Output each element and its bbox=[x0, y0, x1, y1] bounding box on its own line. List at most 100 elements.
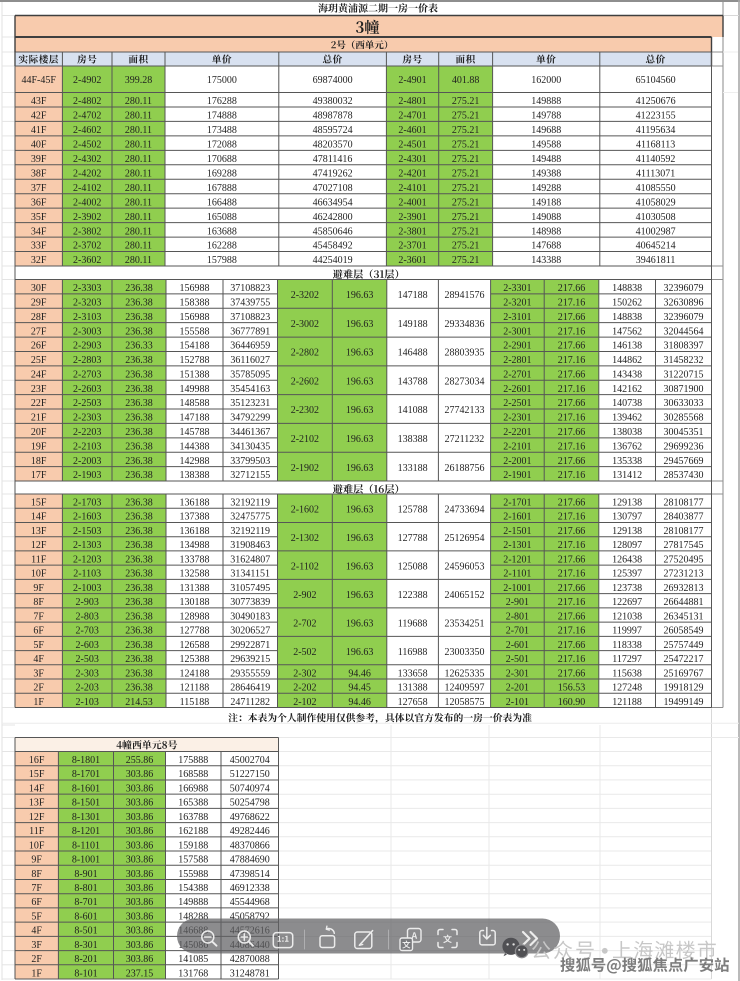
svg-text:169288: 169288 bbox=[207, 168, 237, 179]
svg-text:149088: 149088 bbox=[531, 212, 561, 223]
svg-text:217.16: 217.16 bbox=[558, 470, 586, 481]
svg-text:47884690: 47884690 bbox=[230, 855, 270, 866]
svg-text:117297: 117297 bbox=[612, 654, 642, 665]
svg-text:25757449: 25757449 bbox=[664, 640, 704, 651]
svg-text:2-1902: 2-1902 bbox=[291, 463, 319, 474]
svg-text:2-2803: 2-2803 bbox=[73, 355, 101, 366]
svg-text:275.21: 275.21 bbox=[452, 197, 480, 208]
svg-text:172088: 172088 bbox=[207, 140, 237, 151]
svg-text:2-2703: 2-2703 bbox=[73, 370, 101, 381]
svg-text:8-201: 8-201 bbox=[74, 954, 97, 965]
svg-text:280.11: 280.11 bbox=[125, 241, 152, 252]
svg-text:147562: 147562 bbox=[612, 326, 642, 337]
svg-text:12058575: 12058575 bbox=[445, 697, 485, 708]
svg-text:275.21: 275.21 bbox=[452, 140, 480, 151]
svg-text:148838: 148838 bbox=[612, 312, 642, 323]
svg-text:2-1501: 2-1501 bbox=[503, 526, 531, 537]
svg-text:2-2303: 2-2303 bbox=[73, 413, 101, 424]
svg-text:236.38: 236.38 bbox=[125, 398, 153, 409]
svg-text:2-4102: 2-4102 bbox=[73, 183, 101, 194]
svg-text:2-302: 2-302 bbox=[293, 668, 316, 679]
svg-text:46634954: 46634954 bbox=[313, 197, 353, 208]
svg-text:2-3201: 2-3201 bbox=[503, 298, 531, 309]
svg-text:2-1602: 2-1602 bbox=[291, 504, 319, 515]
svg-text:142162: 142162 bbox=[612, 384, 642, 395]
svg-text:2-2203: 2-2203 bbox=[73, 427, 101, 438]
svg-text:125088: 125088 bbox=[398, 561, 428, 572]
svg-text:236.38: 236.38 bbox=[125, 569, 153, 580]
svg-text:2-4702: 2-4702 bbox=[73, 111, 101, 122]
svg-text:2-2601: 2-2601 bbox=[503, 384, 531, 395]
svg-text:13F: 13F bbox=[31, 526, 47, 537]
svg-text:7F: 7F bbox=[31, 883, 42, 894]
svg-text:2-4302: 2-4302 bbox=[73, 154, 101, 165]
svg-text:48595724: 48595724 bbox=[313, 125, 353, 136]
svg-text:275.21: 275.21 bbox=[452, 154, 480, 165]
svg-text:280.11: 280.11 bbox=[125, 197, 152, 208]
svg-text:29F: 29F bbox=[31, 298, 47, 309]
svg-text:8-101: 8-101 bbox=[74, 968, 97, 979]
svg-text:236.38: 236.38 bbox=[125, 283, 153, 294]
svg-text:6F: 6F bbox=[33, 626, 44, 637]
svg-text:196.63: 196.63 bbox=[346, 647, 374, 658]
svg-text:163788: 163788 bbox=[178, 812, 208, 823]
svg-text:116988: 116988 bbox=[398, 647, 428, 658]
svg-text:2-4002: 2-4002 bbox=[73, 197, 101, 208]
svg-text:149888: 149888 bbox=[178, 897, 208, 908]
svg-text:280.11: 280.11 bbox=[125, 212, 152, 223]
svg-text:303.86: 303.86 bbox=[126, 954, 154, 965]
svg-text:2-3203: 2-3203 bbox=[73, 298, 101, 309]
svg-text:2-1601: 2-1601 bbox=[503, 512, 531, 523]
svg-text:196.63: 196.63 bbox=[346, 377, 374, 388]
svg-text:12625335: 12625335 bbox=[445, 668, 485, 679]
svg-text:176288: 176288 bbox=[207, 96, 237, 107]
svg-text:41250676: 41250676 bbox=[636, 96, 676, 107]
svg-text:217.16: 217.16 bbox=[558, 540, 586, 551]
svg-text:31220715: 31220715 bbox=[664, 370, 704, 381]
svg-text:236.38: 236.38 bbox=[125, 640, 153, 651]
svg-text:131768: 131768 bbox=[178, 968, 208, 979]
svg-text:136188: 136188 bbox=[180, 526, 210, 537]
svg-text:163688: 163688 bbox=[207, 226, 237, 237]
svg-text:2-601: 2-601 bbox=[506, 640, 529, 651]
svg-text:26345131: 26345131 bbox=[664, 611, 704, 622]
svg-text:32712155: 32712155 bbox=[230, 470, 270, 481]
svg-text:148988: 148988 bbox=[531, 226, 561, 237]
svg-text:8-1601: 8-1601 bbox=[72, 784, 100, 795]
svg-text:2-4301: 2-4301 bbox=[398, 154, 426, 165]
svg-text:280.11: 280.11 bbox=[125, 125, 152, 136]
svg-text:32192119: 32192119 bbox=[230, 526, 270, 537]
svg-text:303.86: 303.86 bbox=[126, 926, 154, 937]
svg-text:149188: 149188 bbox=[531, 197, 561, 208]
svg-text:149588: 149588 bbox=[531, 140, 561, 151]
svg-text:8-1501: 8-1501 bbox=[72, 798, 100, 809]
svg-text:34461367: 34461367 bbox=[230, 427, 270, 438]
svg-text:32192119: 32192119 bbox=[230, 498, 270, 509]
svg-text:2-3802: 2-3802 bbox=[73, 226, 101, 237]
svg-text:8-1801: 8-1801 bbox=[72, 755, 100, 766]
svg-text:157988: 157988 bbox=[207, 255, 237, 266]
svg-text:2-1903: 2-1903 bbox=[73, 470, 101, 481]
svg-text:133658: 133658 bbox=[398, 668, 428, 679]
svg-text:2-2802: 2-2802 bbox=[291, 348, 319, 359]
svg-text:3F: 3F bbox=[31, 940, 42, 951]
svg-text:24733694: 24733694 bbox=[445, 504, 485, 515]
svg-text:2-2603: 2-2603 bbox=[73, 384, 101, 395]
svg-text:149988: 149988 bbox=[180, 384, 210, 395]
svg-text:32475775: 32475775 bbox=[230, 512, 270, 523]
svg-text:15F: 15F bbox=[29, 769, 45, 780]
svg-text:280.11: 280.11 bbox=[125, 255, 152, 266]
svg-text:138038: 138038 bbox=[612, 427, 642, 438]
svg-text:2-3003: 2-3003 bbox=[73, 326, 101, 337]
svg-text:26644881: 26644881 bbox=[664, 597, 704, 608]
svg-text:280.11: 280.11 bbox=[125, 140, 152, 151]
svg-text:236.38: 236.38 bbox=[125, 312, 153, 323]
svg-text:2-2001: 2-2001 bbox=[503, 456, 531, 467]
svg-text:33F: 33F bbox=[31, 241, 47, 252]
svg-text:236.38: 236.38 bbox=[125, 413, 153, 424]
svg-text:303.86: 303.86 bbox=[126, 840, 154, 851]
svg-text:156.53: 156.53 bbox=[558, 683, 586, 694]
svg-text:36777891: 36777891 bbox=[230, 326, 270, 337]
svg-text:217.66: 217.66 bbox=[558, 640, 586, 651]
svg-text:134988: 134988 bbox=[180, 540, 210, 551]
